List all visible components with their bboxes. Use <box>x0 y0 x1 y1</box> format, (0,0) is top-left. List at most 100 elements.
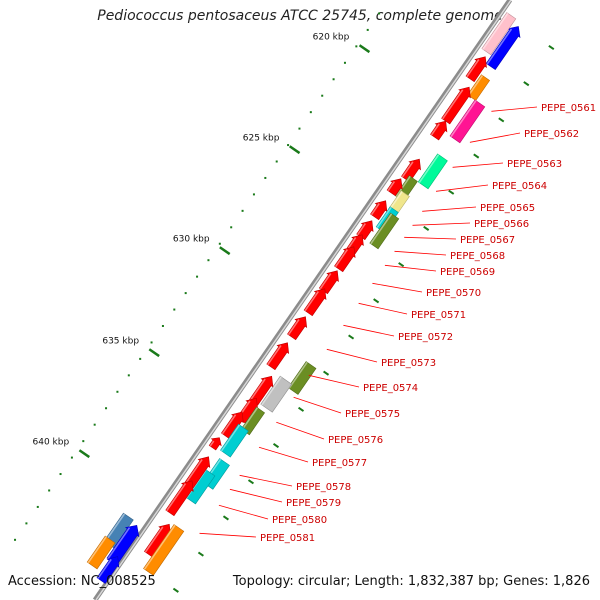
inner-tick <box>473 153 480 159</box>
minor-tick <box>184 292 187 295</box>
gene-bevel <box>267 345 282 366</box>
gene-labels: PEPE_0561 PEPE_0562 PEPE_0563 PEPE_0564 PEPE… <box>260 103 596 544</box>
leader-line <box>326 348 378 363</box>
minor-tick <box>332 78 335 81</box>
gene-feature <box>303 288 327 317</box>
inner-tick <box>323 370 330 376</box>
leader-line <box>412 222 471 226</box>
gene-bevel <box>209 440 215 447</box>
leader-line <box>452 162 504 168</box>
gene-body <box>220 423 249 458</box>
gene-label: PEPE_0577 <box>312 458 367 469</box>
gene-bevel <box>241 407 259 431</box>
genome-backbone <box>92 0 513 600</box>
inner-tick <box>423 225 430 231</box>
inner-tick <box>548 44 555 51</box>
gene-body <box>370 200 388 221</box>
gene-label: PEPE_0570 <box>426 288 481 299</box>
leader-line <box>218 504 269 520</box>
kbp-tick-marks <box>14 12 555 593</box>
gene-feature <box>417 153 448 190</box>
gene-feature <box>318 270 339 295</box>
gene-body <box>96 556 120 584</box>
minor-tick <box>355 45 358 48</box>
gene-label: PEPE_0569 <box>440 267 495 278</box>
leader-line <box>293 396 342 414</box>
gene-bevel <box>144 526 164 553</box>
inner-tick <box>297 406 305 412</box>
minor-tick <box>139 357 142 360</box>
leader-line <box>229 488 283 503</box>
gene-feature <box>287 316 308 341</box>
gene-bevel <box>389 191 403 210</box>
minor-tick <box>116 390 119 393</box>
gene-bevel <box>334 249 348 268</box>
gene-body <box>430 120 448 141</box>
gene-label: PEPE_0571 <box>411 310 466 321</box>
gene-label: PEPE_0563 <box>507 159 562 170</box>
gene-label: PEPE_0574 <box>363 383 418 394</box>
gene-label: PEPE_0576 <box>328 435 383 446</box>
gene-feature <box>430 120 448 141</box>
gene-body <box>287 361 317 395</box>
major-tick <box>78 449 90 459</box>
gene-label: PEPE_0581 <box>260 533 315 544</box>
gene-bevel <box>450 100 477 138</box>
gene-body <box>441 86 471 125</box>
gene-body <box>106 525 140 566</box>
minor-tick <box>241 209 244 212</box>
inner-tick <box>272 443 280 449</box>
gene-feature <box>260 375 293 413</box>
minor-tick <box>196 275 199 278</box>
gene-body <box>249 375 274 406</box>
gene-bevel <box>467 75 484 96</box>
gene-body <box>184 456 211 489</box>
leader-line <box>394 250 447 256</box>
gene-label: PEPE_0579 <box>286 498 341 509</box>
minor-tick <box>93 423 96 426</box>
kbp-labels: 620 kbp 625 kbp 630 kbp 635 kbp 640 kbp <box>33 33 350 448</box>
minor-tick <box>321 94 324 97</box>
gene-feature <box>184 456 211 489</box>
gene-feature <box>86 535 116 570</box>
inner-tick <box>197 551 204 557</box>
gene-bevel <box>104 513 126 543</box>
gene-body <box>208 437 222 451</box>
gene-bevel <box>261 376 282 406</box>
gene-bevel <box>357 223 366 236</box>
minor-tick <box>48 489 51 492</box>
minor-tick <box>298 127 301 130</box>
gene-bevel <box>370 203 380 216</box>
gene-body <box>220 411 244 440</box>
leader-line <box>276 421 325 440</box>
gene-feature <box>143 524 185 576</box>
gene-label: PEPE_0572 <box>398 332 453 343</box>
gene-bevel <box>441 89 464 120</box>
gene-bevel <box>166 483 187 512</box>
minor-tick <box>150 341 153 344</box>
leader-line <box>358 302 408 315</box>
gene-feature <box>208 437 222 451</box>
gene-body <box>449 99 486 144</box>
gene-bevel <box>466 59 480 78</box>
minor-tick <box>14 538 17 541</box>
gene-bevel <box>347 237 357 250</box>
leader-line <box>239 474 293 487</box>
leader-line <box>469 132 521 143</box>
gene-feature <box>106 525 140 566</box>
gene-label: PEPE_0562 <box>524 129 579 140</box>
gene-bevel <box>143 524 176 570</box>
minor-tick <box>287 144 290 147</box>
major-tick <box>288 145 301 155</box>
minor-tick <box>366 28 369 31</box>
gene-body <box>485 26 521 71</box>
minor-tick <box>70 456 73 459</box>
gene-bevel <box>288 361 308 389</box>
gene-body <box>369 212 400 250</box>
label-leader-lines <box>199 106 538 538</box>
gene-bevel <box>387 181 396 192</box>
gene-feature <box>266 342 290 371</box>
gene-bevel <box>486 28 513 65</box>
gene-feature <box>485 26 521 71</box>
